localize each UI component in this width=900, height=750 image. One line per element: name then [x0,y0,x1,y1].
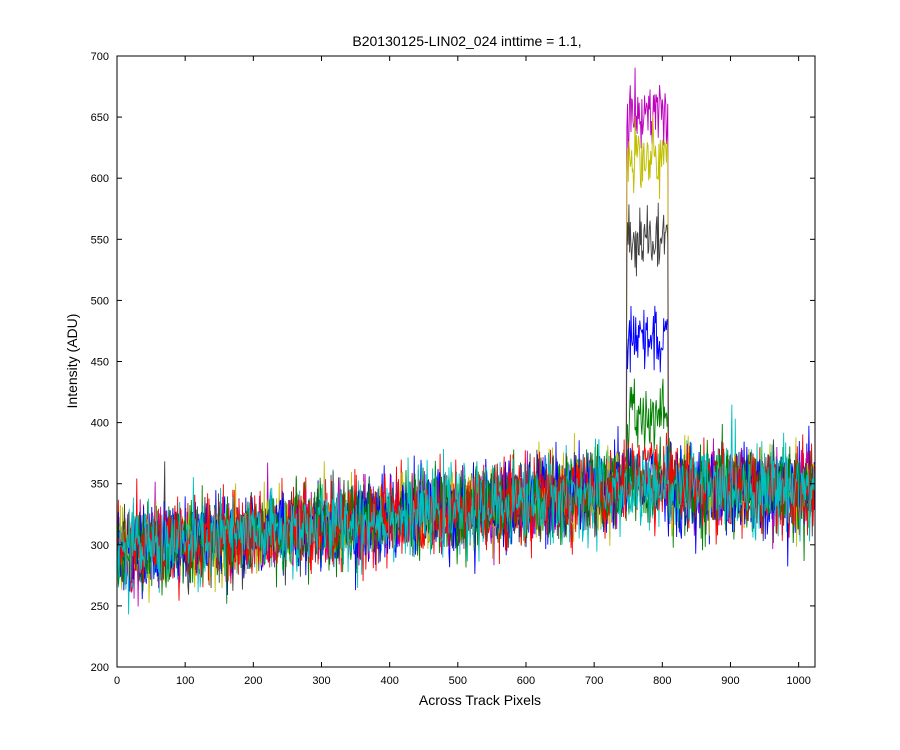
x-axis: 0 100 200 300 400 500 600 700 800 900 1000 [114,56,811,687]
y-tick-label: 450 [91,357,109,369]
series-line [117,404,815,590]
y-tick-label: 350 [91,479,109,491]
x-tick-label: 1000 [786,675,810,687]
y-tick-label: 650 [91,112,109,124]
x-tick-label: 600 [517,675,535,687]
chart-title: B20130125-LIN02_024 inttime = 1.1, [352,33,581,49]
x-tick-label: 900 [721,675,739,687]
y-tick-label: 700 [91,51,109,63]
y-tick-label: 300 [91,540,109,552]
x-tick-label: 200 [244,675,262,687]
y-axis-label: Intensity (ADU) [64,314,80,409]
x-tick-label: 700 [585,675,603,687]
x-tick-label: 500 [449,675,467,687]
y-tick-label: 200 [91,662,109,674]
plot-area [117,67,815,615]
y-tick-label: 600 [91,173,109,185]
y-tick-label: 550 [91,234,109,246]
x-tick-label: 100 [176,675,194,687]
x-tick-label: 800 [653,675,671,687]
y-tick-label: 400 [91,418,109,430]
x-tick-label: 0 [114,675,120,687]
x-tick-label: 400 [380,675,398,687]
y-tick-label: 500 [91,295,109,307]
x-axis-label: Across Track Pixels [419,692,541,708]
x-tick-label: 300 [312,675,330,687]
y-axis: 200 250 300 350 400 450 500 550 600 650 700 [91,51,815,674]
y-tick-label: 250 [91,601,109,613]
series-line [117,423,815,604]
